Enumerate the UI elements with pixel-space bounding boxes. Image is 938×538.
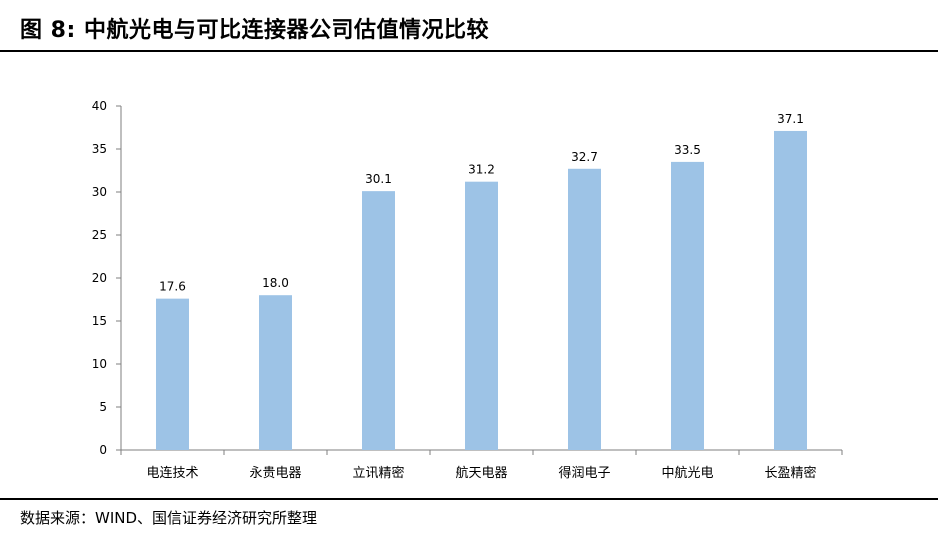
bar [156, 298, 189, 450]
y-tick-label: 40 [92, 99, 107, 113]
y-tick-label: 15 [92, 314, 107, 328]
bar [362, 191, 395, 450]
bar [465, 181, 498, 450]
x-category-label: 长盈精密 [764, 465, 816, 481]
bar-chart: 0 5 10 15 20 25 30 35 40 17.6 电连技术 18.0 永贵电器 30.1 立讯精密… [92, 99, 843, 481]
top-rule [0, 50, 938, 52]
data-label: 31.2 [468, 163, 495, 177]
data-label: 37.1 [777, 112, 804, 126]
figure-label: 图 8: [20, 18, 76, 43]
bar [568, 168, 601, 450]
bar [259, 295, 292, 450]
y-tick-label: 30 [92, 185, 107, 199]
data-label: 33.5 [674, 143, 701, 157]
y-tick-label: 5 [99, 400, 107, 414]
y-tick-label: 20 [92, 271, 107, 285]
y-tick-label: 35 [92, 142, 107, 156]
bottom-rule [0, 498, 938, 500]
data-label: 17.6 [159, 280, 186, 294]
x-category-label: 电连技术 [146, 465, 198, 481]
x-category-label: 立讯精密 [352, 465, 404, 481]
source-note: 数据来源：WIND、国信证券经济研究所整理 [20, 509, 318, 527]
figure-title-text: 中航光电与可比连接器公司估值情况比较 [83, 18, 489, 43]
x-category-label: 永贵电器 [249, 466, 301, 481]
y-tick-label: 10 [92, 357, 107, 371]
data-label: 30.1 [365, 172, 392, 186]
bar [671, 161, 704, 450]
x-category-label: 得润电子 [558, 465, 610, 481]
data-label: 18.0 [262, 276, 289, 290]
bar [774, 130, 807, 450]
y-tick-label: 25 [92, 228, 107, 242]
figure-title: 图 8: 中航光电与可比连接器公司估值情况比较 [20, 12, 489, 44]
y-tick-label: 0 [99, 443, 107, 457]
x-category-label: 航天电器 [455, 465, 507, 481]
x-category-label: 中航光电 [661, 465, 713, 481]
data-label: 32.7 [571, 150, 598, 164]
